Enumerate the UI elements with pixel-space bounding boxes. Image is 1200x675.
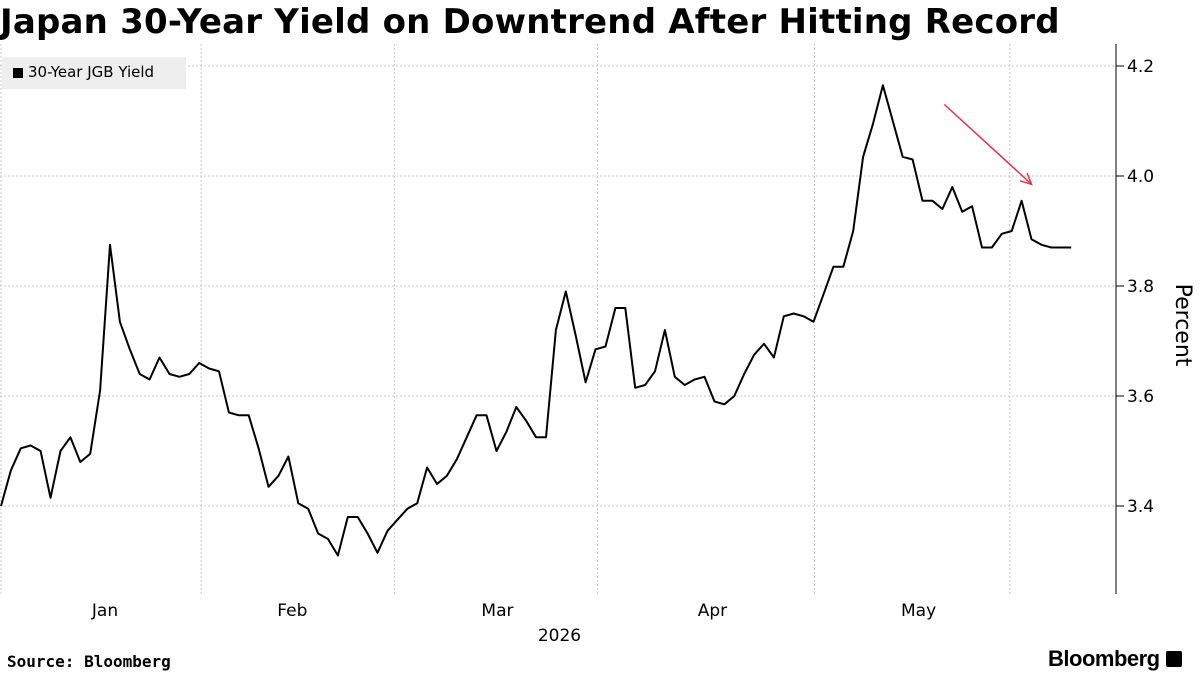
- y-tick-label: 3.4: [1127, 497, 1154, 517]
- y-tick-label: 4.2: [1127, 57, 1154, 77]
- source-note: Source: Bloomberg: [7, 652, 171, 671]
- legend-label: 30-Year JGB Yield: [28, 63, 155, 81]
- trend-arrow-head: [1019, 172, 1033, 186]
- bloomberg-logo: Bloomberg: [1048, 646, 1182, 672]
- x-tick-label: Feb: [277, 601, 307, 621]
- y-axis-label: Percent: [1170, 284, 1195, 367]
- x-tick-label: May: [901, 601, 936, 621]
- x-tick-label: Mar: [481, 601, 513, 621]
- series-layer: [0, 84, 1072, 557]
- chart-title: Japan 30-Year Yield on Downtrend After H…: [0, 2, 1060, 42]
- legend: 30-Year JGB Yield: [2, 57, 186, 89]
- brand-name: Bloomberg: [1048, 646, 1160, 671]
- y-tick-label: 4.0: [1127, 167, 1154, 187]
- x-year-label: 2026: [538, 626, 581, 646]
- y-tick-label: 3.6: [1127, 387, 1154, 407]
- grid-layer: [0, 44, 1116, 594]
- annotation-layer: [943, 103, 1033, 186]
- label-layer: 3.4 3.6 3.8 4.0 4.2 Jan Feb Mar Apr May 2026 Percen…: [91, 57, 1195, 646]
- trend-arrow: [943, 103, 1033, 185]
- y-tick-label: 3.8: [1127, 277, 1154, 297]
- x-tick-label: Jan: [91, 601, 118, 621]
- axis-layer: [1115, 44, 1124, 594]
- terminal-icon: [1165, 651, 1182, 667]
- series-line: [0, 84, 1072, 557]
- x-tick-label: Apr: [698, 601, 727, 621]
- legend-swatch: [13, 68, 23, 78]
